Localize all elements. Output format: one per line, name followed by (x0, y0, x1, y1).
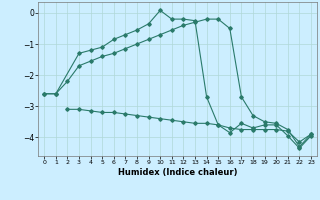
X-axis label: Humidex (Indice chaleur): Humidex (Indice chaleur) (118, 168, 237, 177)
